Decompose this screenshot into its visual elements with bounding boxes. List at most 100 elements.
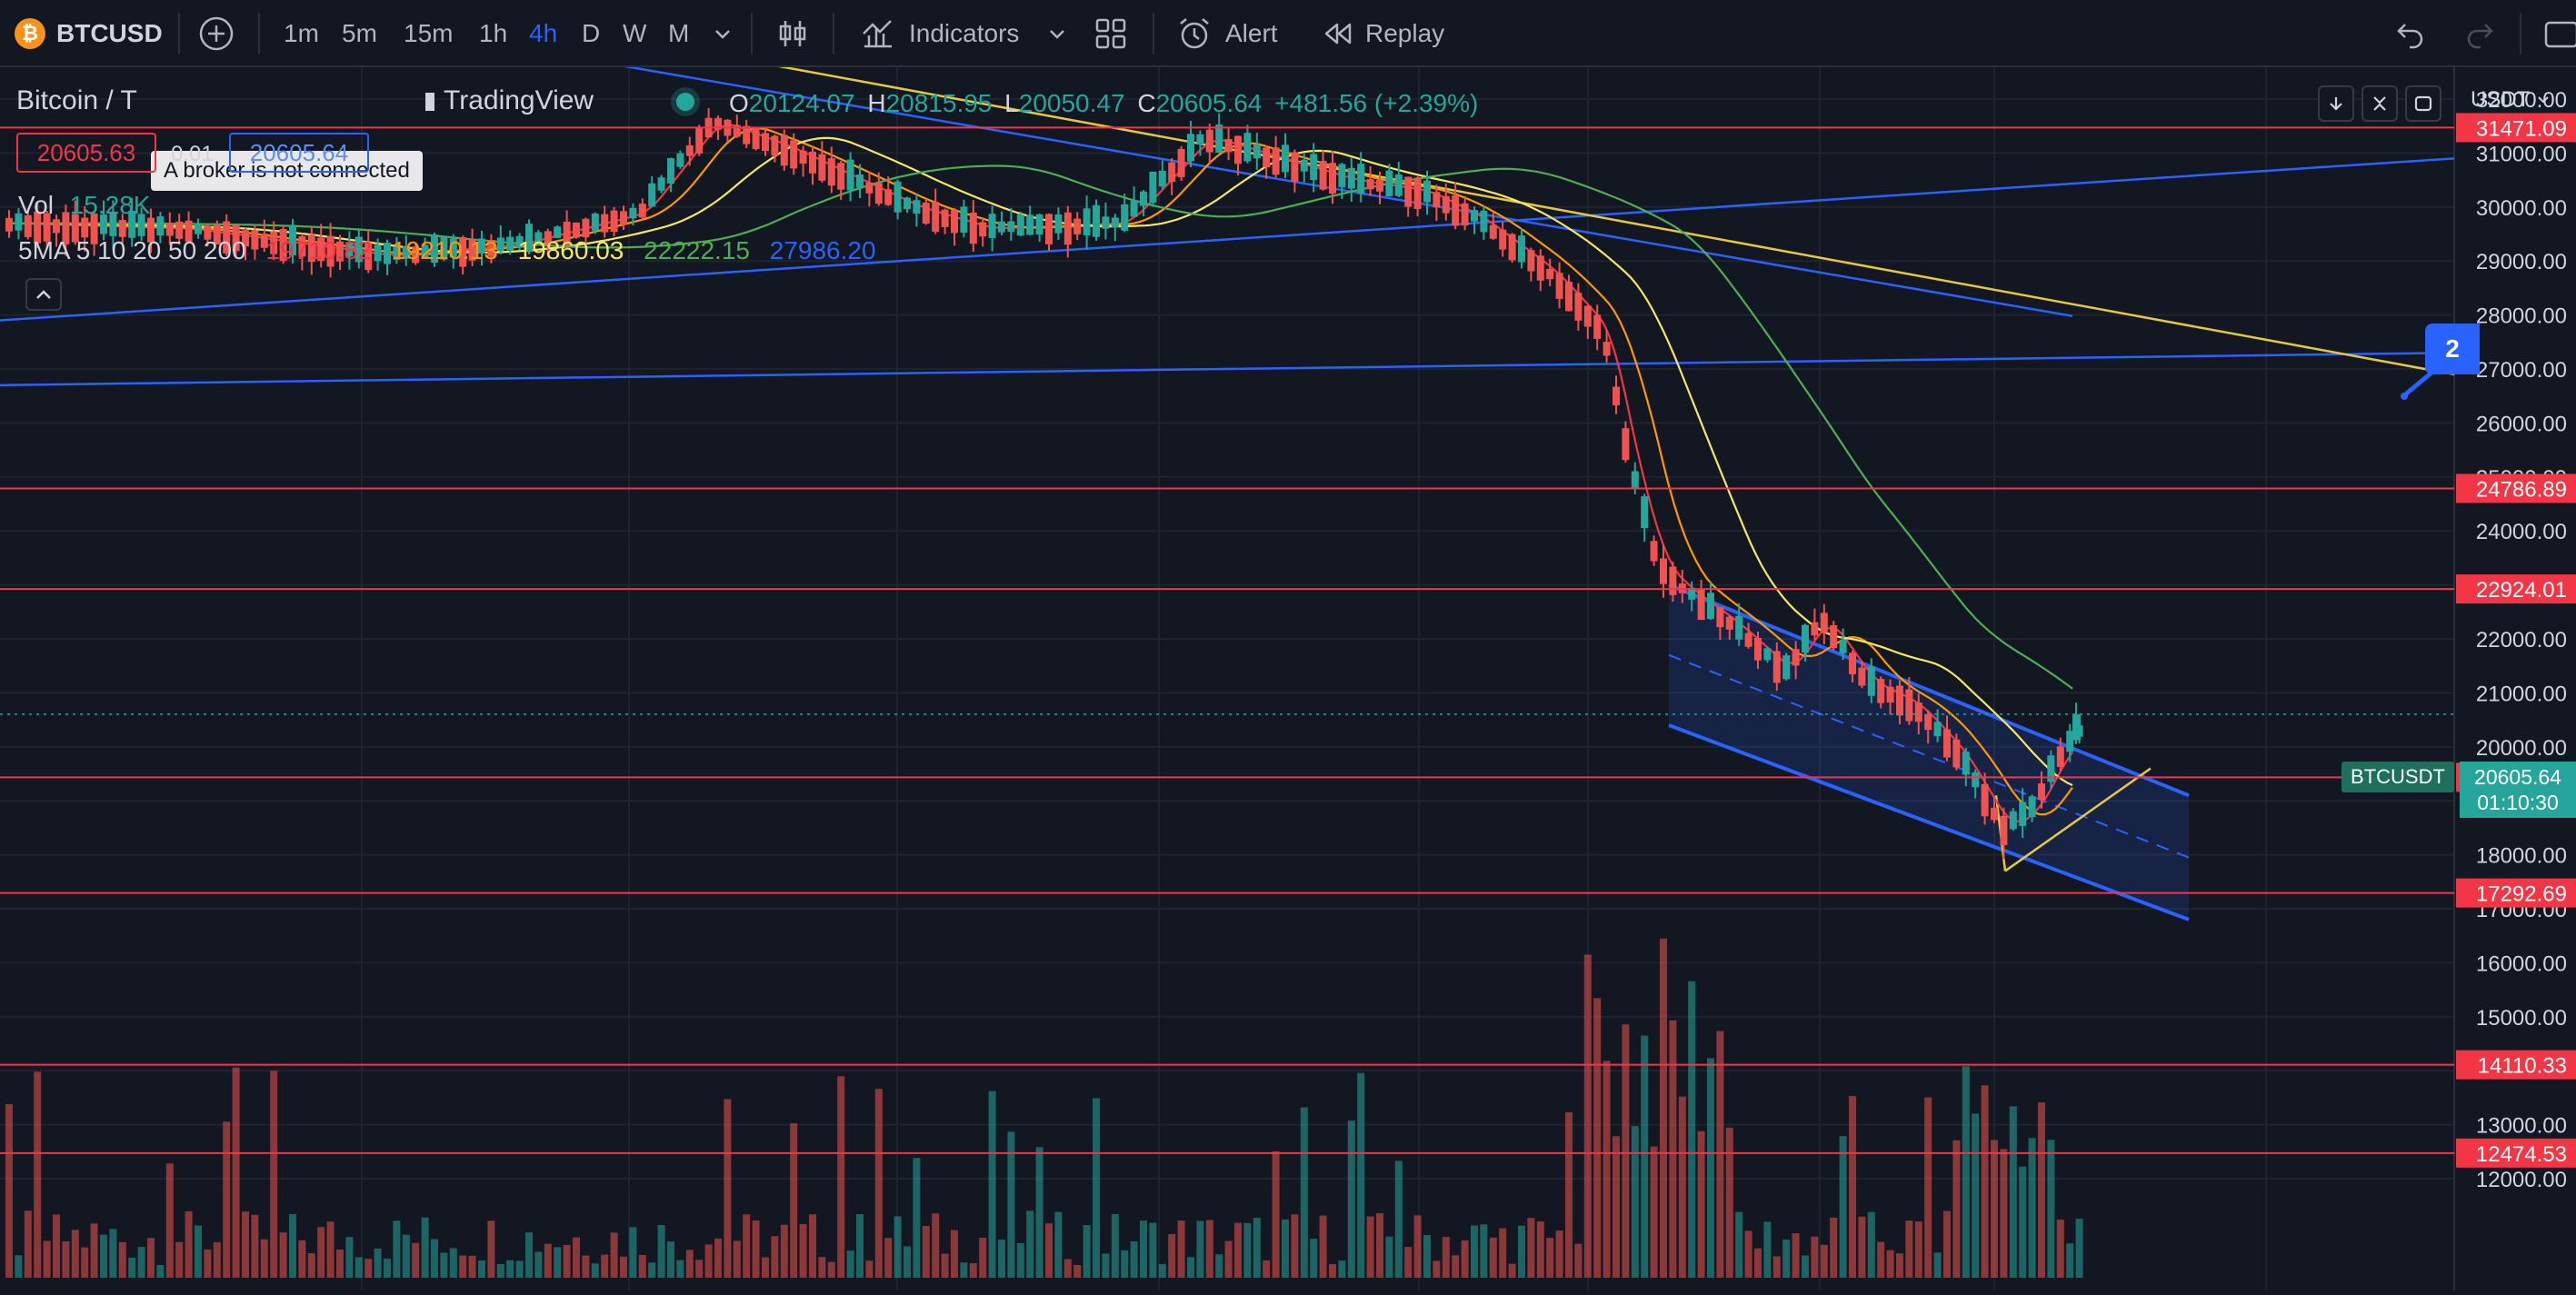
candle-body — [1158, 170, 1166, 187]
volume-bar — [1991, 1140, 1998, 1278]
candle-body — [771, 135, 779, 156]
volume-bar — [90, 1223, 98, 1278]
undo-button[interactable] — [2394, 0, 2427, 67]
volume-bar — [34, 1071, 42, 1278]
volume-bar — [1867, 1211, 1875, 1278]
buy-button[interactable]: 20605.64 — [229, 133, 369, 173]
volume-bar — [175, 1241, 184, 1278]
chart-type-button[interactable] — [774, 0, 811, 67]
indicators-icon — [863, 20, 892, 48]
candle-body — [1924, 713, 1932, 731]
interval-5m[interactable]: 5m — [342, 0, 377, 67]
volume-bar — [1820, 1244, 1828, 1278]
candle-body — [270, 231, 278, 254]
interval-dropdown[interactable] — [713, 0, 733, 67]
ma10-value: 19210.13 — [392, 236, 498, 264]
candle-body — [1697, 589, 1705, 621]
candle-body — [496, 237, 504, 252]
interval-4h[interactable]: 4h — [529, 0, 557, 67]
volume-bar — [2047, 1140, 2055, 1278]
candle-body — [1423, 180, 1431, 203]
candle-body — [1772, 651, 1781, 683]
candle-body — [1177, 148, 1185, 177]
candle-body — [2066, 731, 2074, 752]
symbol-search[interactable]: ₿ BTCUSD — [15, 0, 163, 67]
currency-selector[interactable]: USDT — [2471, 87, 2551, 113]
candle-body — [1660, 558, 1667, 584]
volume-bar — [1480, 1224, 1488, 1278]
interval-label: M — [668, 19, 690, 47]
compare-button[interactable] — [198, 0, 235, 67]
volume-bar — [109, 1229, 117, 1278]
volume-bar — [204, 1249, 212, 1278]
volume-legend[interactable]: Vol 15.28K — [18, 191, 150, 220]
downtrend-line-blue — [472, 38, 2073, 318]
volume-bar — [1121, 1250, 1129, 1278]
indicators-button[interactable]: Indicators — [860, 0, 1019, 67]
drawing-count-badge[interactable]: 2 — [2425, 324, 2480, 374]
ma-legend[interactable]: 5MA 5 10 20 50 200 19710.82 19210.13 198… — [18, 236, 876, 265]
candle-body — [667, 158, 674, 184]
interval-1h[interactable]: 1h — [479, 0, 507, 67]
volume-bar — [733, 1240, 741, 1278]
candle-body — [1319, 161, 1327, 190]
sell-button[interactable]: 20605.63 — [16, 133, 156, 173]
chevron-down-icon — [1050, 30, 1064, 39]
interval-d[interactable]: D — [582, 0, 600, 67]
collapse-legend-button[interactable] — [25, 278, 62, 311]
interval-m[interactable]: M — [668, 0, 689, 67]
last-price-value: 20605.64 — [2474, 765, 2561, 789]
interval-1m[interactable]: 1m — [284, 0, 319, 67]
volume-bar — [223, 1121, 231, 1278]
horizontal-level-drawings[interactable] — [0, 126, 2454, 1154]
candle-body — [1555, 273, 1563, 299]
volume-bar — [345, 1237, 354, 1278]
layouts-button[interactable] — [1093, 0, 1129, 67]
volume-bar — [1981, 1085, 1989, 1278]
high-value: 20815.95 — [885, 89, 993, 117]
replay-button[interactable]: Replay — [1322, 0, 1444, 67]
indicators-dropdown[interactable] — [1047, 0, 1067, 67]
high-label: H — [867, 89, 886, 117]
candle-body — [544, 231, 552, 244]
volume-bar — [1972, 1113, 1980, 1278]
volume-bar — [1366, 1216, 1374, 1278]
maximize-pane-button[interactable] — [2405, 85, 2441, 122]
collapse-pane-button[interactable] — [2361, 85, 2398, 122]
fullscreen-button[interactable] — [2543, 0, 2576, 67]
price-axis[interactable]: 32000.00 31000.00 30000.00 29000.00 28000.00… — [2456, 88, 2576, 1192]
volume-bar — [1035, 1147, 1043, 1278]
price-tick-label: 24000.00 — [2476, 520, 2567, 544]
alert-button[interactable]: Alert — [1176, 0, 1278, 67]
candle-body — [818, 154, 826, 181]
volume-bar — [317, 1227, 325, 1278]
volume-bar — [837, 1076, 845, 1278]
interval-15m[interactable]: 15m — [404, 0, 453, 67]
candle-body — [137, 214, 145, 236]
volume-bar — [685, 1250, 694, 1278]
volume-bar — [431, 1239, 438, 1278]
level-price-tag — [2456, 1138, 2576, 1168]
candle-body — [1215, 125, 1223, 154]
volume-bar — [1725, 1127, 1733, 1278]
volume-bar — [667, 1241, 674, 1278]
symbol-title[interactable]: Bitcoin / T — [16, 85, 137, 115]
chart-pane[interactable]: 32000.00 31000.00 30000.00 29000.00 28000.00… — [0, 38, 2576, 1290]
price-tick-label: 12000.00 — [2476, 1168, 2567, 1192]
candle-body — [1394, 174, 1403, 196]
level-price-label: 14110.33 — [2478, 1054, 2567, 1079]
interval-w[interactable]: W — [623, 0, 646, 67]
volume-bar — [1707, 1058, 1714, 1278]
volume-bar — [827, 1261, 835, 1278]
candle-body — [364, 242, 373, 271]
market-status-dot[interactable] — [676, 93, 694, 111]
volume-bar — [1291, 1214, 1299, 1278]
candle-body — [118, 220, 126, 237]
maximize-icon — [2414, 95, 2432, 112]
candle-body — [1716, 607, 1724, 628]
redo-button[interactable] — [2463, 0, 2496, 67]
candle-body — [1366, 179, 1374, 190]
price-chart[interactable]: 32000.00 31000.00 30000.00 29000.00 28000.00… — [0, 38, 2576, 1290]
candle-body — [1849, 652, 1856, 674]
scroll-down-button[interactable] — [2318, 85, 2354, 122]
